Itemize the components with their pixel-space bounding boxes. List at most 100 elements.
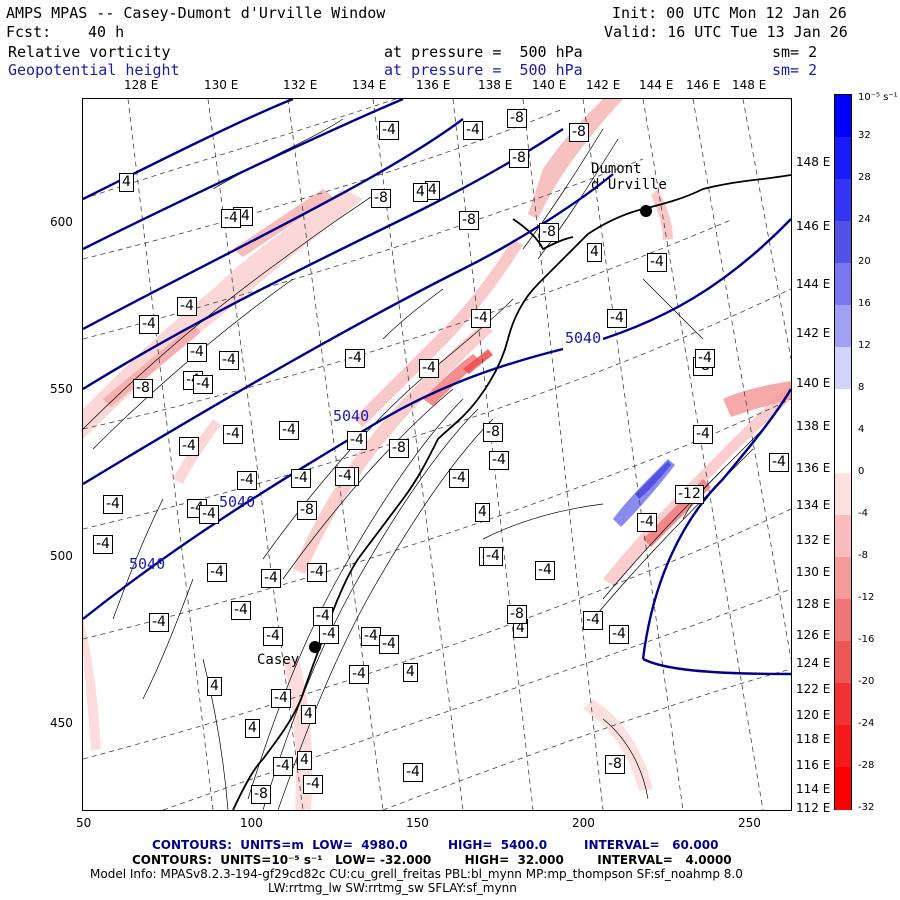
colorbar-segment [835, 347, 851, 390]
right-lat-label: 140 E [796, 376, 831, 390]
x-tick-label: 150 [406, 816, 429, 830]
colorbar-segment [835, 179, 851, 222]
field2-name: Geopotential height [8, 61, 180, 79]
vorticity-contour-label: -4 [483, 547, 503, 566]
right-lat-label: 130 E [796, 565, 831, 579]
vorticity-contour-label: -4 [379, 121, 399, 140]
casey-station-marker [309, 641, 321, 653]
field2-level: at pressure = 500 hPa [384, 61, 583, 79]
vorticity-contour-label: -4 [207, 563, 227, 582]
right-lat-label: 136 E [796, 461, 831, 475]
vorticity-contour-label: -8 [507, 605, 527, 624]
vorticity-contour-label: 4 [297, 751, 312, 770]
right-lat-label: 146 E [796, 219, 831, 233]
colorbar-label: 20 [858, 256, 871, 267]
colorbar-segment [835, 137, 851, 180]
colorbar-segment [835, 95, 851, 138]
colorbar [834, 94, 852, 810]
vorticity-contour-label: -4 [403, 763, 423, 782]
field1-smoothing: sm= 2 [772, 43, 818, 61]
vorticity-contour-label: -4 [177, 297, 197, 316]
vorticity-contour-label: -4 [179, 437, 199, 456]
vorticity-contour-label: -8 [459, 211, 479, 230]
place-dumont-durville: Dumont d'Urville [591, 161, 667, 193]
x-tick-label: 250 [738, 816, 761, 830]
right-lat-label: 148 E [796, 155, 831, 169]
top-lon-label: 138 E [478, 78, 513, 92]
x-tick-label: 50 [76, 816, 92, 830]
vorticity-contour-label: -4 [419, 359, 439, 378]
height-label: 5040 [565, 329, 602, 347]
footer-height-interval: INTERVAL= 60.000 [584, 838, 719, 852]
vorticity-contour-label: -4 [769, 453, 789, 472]
colorbar-segment [835, 431, 851, 474]
right-lat-label: 144 E [796, 277, 831, 291]
colorbar-segment [835, 683, 851, 726]
vorticity-contour-label: 4 [587, 243, 602, 262]
vorticity-contour-label: -4 [231, 601, 251, 620]
vorticity-contour-label: -4 [489, 451, 509, 470]
right-lat-label: 124 E [796, 656, 831, 670]
vorticity-contour-label: -4 [647, 253, 667, 272]
vorticity-contour-label: 4 [301, 705, 316, 724]
height-label: 5040 [219, 493, 256, 511]
vorticity-contour-label: -4 [471, 309, 491, 328]
colorbar-label: 4 [858, 424, 865, 435]
vorticity-contour-label: -8 [539, 223, 559, 242]
colorbar-segment [835, 599, 851, 642]
field1-name: Relative vorticity [8, 43, 171, 61]
vorticity-contour-label: -8 [371, 189, 391, 208]
plot-title: AMPS MPAS -- Casey-Dumont d'Urville Wind… [6, 4, 386, 22]
top-lon-label: 134 E [352, 78, 387, 92]
top-lon-label: 148 E [732, 78, 767, 92]
top-lon-label: 132 E [283, 78, 318, 92]
place-casey: Casey [257, 652, 300, 668]
colorbar-label: 32 [858, 130, 871, 141]
vorticity-contour-label: 4 [245, 719, 260, 738]
right-lat-label: 142 E [796, 326, 831, 340]
colorbar-segment [835, 557, 851, 600]
colorbar-label: -24 [858, 718, 875, 729]
vorticity-contour-label: -4 [637, 513, 657, 532]
vorticity-contour-label: -4 [607, 309, 627, 328]
vorticity-contour-label: -8 [569, 123, 589, 142]
vorticity-contour-label: 4 [403, 663, 418, 682]
colorbar-label: -20 [858, 676, 875, 687]
vorticity-contour-label: 4 [475, 503, 490, 522]
vorticity-contour-label: -4 [219, 351, 239, 370]
x-tick-label: 100 [240, 816, 263, 830]
vorticity-contour-label: -4 [313, 607, 333, 626]
right-lat-label: 116 E [796, 758, 831, 772]
forecast-hour: 40 h [88, 23, 125, 41]
top-lon-label: 142 E [586, 78, 621, 92]
vorticity-contour-label: -4 [449, 469, 469, 488]
right-lat-label: 132 E [796, 533, 831, 547]
vorticity-contour-label: -4 [199, 505, 219, 524]
colorbar-label: 12 [858, 340, 871, 351]
vorticity-contour-label: -4 [139, 315, 159, 334]
vorticity-contour-label: -4 [103, 495, 123, 514]
right-lat-label: 114 E [796, 782, 831, 796]
colorbar-label: -32 [858, 802, 875, 813]
colorbar-unit: 10⁻⁵ s⁻¹ [858, 92, 898, 103]
vorticity-contour-label: -4 [303, 775, 323, 794]
vorticity-contour-label: -8 [483, 423, 503, 442]
colorbar-segment [835, 305, 851, 348]
vorticity-contour-label: -4 [193, 375, 213, 394]
vorticity-contour-label: -4 [271, 689, 291, 708]
height-label: 5040 [129, 555, 166, 573]
right-lat-label: 134 E [796, 498, 831, 512]
vorticity-contour-label: -8 [507, 109, 527, 128]
vorticity-contour-label: -4 [93, 535, 113, 554]
footer-model-info: Model Info: MPASv8.2.3-194-gf29cd82c CU:… [90, 867, 743, 881]
colorbar-segment [835, 221, 851, 264]
vorticity-contour-label: -4 [279, 421, 299, 440]
colorbar-label: 28 [858, 172, 871, 183]
vorticity-contour-label: -4 [379, 635, 399, 654]
colorbar-segment [835, 515, 851, 558]
top-lon-label: 136 E [416, 78, 451, 92]
forecast-label: Fcst: [6, 23, 52, 41]
colorbar-label: -28 [858, 760, 875, 771]
vorticity-contour-label: -4 [463, 121, 483, 140]
height-label: 5040 [333, 407, 370, 425]
